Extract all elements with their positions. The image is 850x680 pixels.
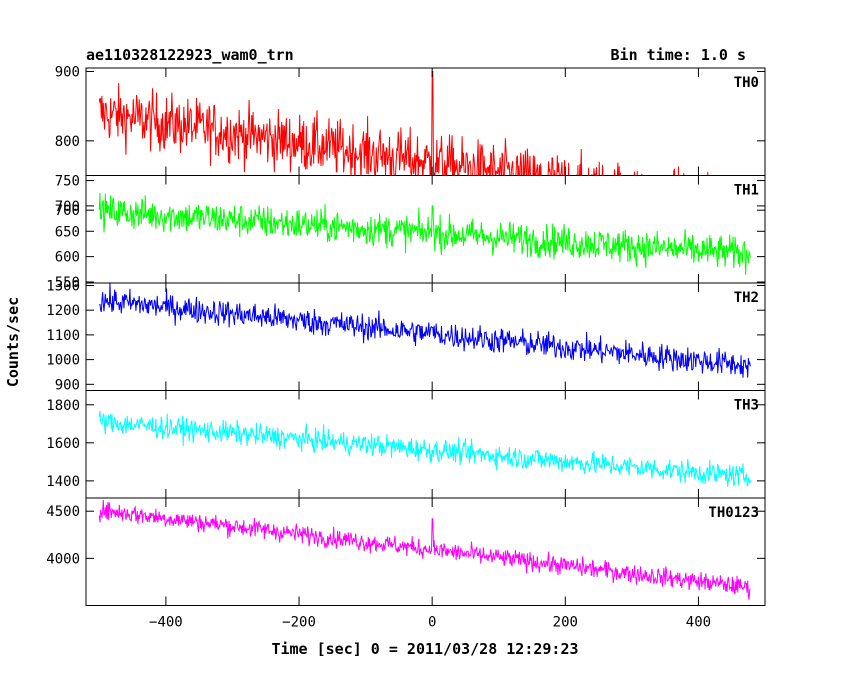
panel-th3: 1400 1600 1800 TH3 (46, 390, 766, 499)
y-tick-label: 4500 (46, 504, 80, 520)
bin-time-label: Bin time: 1.0 s (611, 46, 746, 64)
panel-frame (85, 282, 766, 391)
x-axis-title: Time [sec] 0 = 2011/03/28 12:29:23 (271, 640, 578, 658)
panel-label: TH3 (734, 398, 759, 414)
y-tick-label: 700 (55, 199, 80, 215)
series-line-th3 (98, 410, 751, 487)
panel-frame (85, 175, 766, 284)
y-tick-label: 1100 (46, 328, 80, 344)
series-line-th0 (98, 70, 709, 176)
panel-label: TH0 (734, 75, 759, 91)
panels-group: 700 800 900 TH0 550 600 650 700 750 TH1 900 1000 110… (46, 64, 766, 606)
x-tick-label: −400 (149, 615, 183, 631)
y-tick-label: 650 (55, 224, 80, 240)
y-tick-label: 1000 (46, 353, 80, 369)
x-tick-label: 0 (428, 615, 436, 631)
y-tick-label: 1600 (46, 436, 80, 452)
y-tick-label: 800 (55, 134, 80, 150)
x-tick-label: −200 (282, 615, 316, 631)
y-tick-label: 600 (55, 250, 80, 266)
panel-label: TH2 (734, 290, 759, 306)
series-line-th0123 (98, 500, 751, 600)
y-tick-label: 1200 (46, 303, 80, 319)
panel-th0123: 4000 4500 TH0123 (46, 497, 766, 606)
panel-frame (85, 390, 766, 499)
y-tick-label: 900 (55, 64, 80, 80)
series-line-th1 (98, 193, 751, 275)
y-tick-label: 1300 (46, 278, 80, 294)
panel-frame (85, 497, 766, 606)
y-tick-label: 4000 (46, 551, 80, 567)
y-tick-label: 1800 (46, 398, 80, 414)
y-tick-label: 700 (55, 203, 80, 219)
chart-title: ae110328122923_wam0_trn (86, 46, 294, 64)
panel-th1: 550 600 650 700 750 TH1 (55, 174, 766, 291)
y-tick-label: 900 (55, 377, 80, 393)
panel-label: TH1 (734, 183, 759, 199)
y-axis-title: Counts/sec (4, 297, 22, 387)
y-tick-label: 1400 (46, 474, 80, 490)
y-tick-label: 750 (55, 174, 80, 190)
panel-th2: 900 1000 1100 1200 1300 TH2 (46, 278, 766, 393)
x-tick-label: 200 (553, 615, 578, 631)
panel-label: TH0123 (708, 505, 759, 521)
x-axis: −400 −200 0 200 400 (149, 615, 711, 631)
x-tick-label: 400 (686, 615, 711, 631)
series-line-th2 (99, 283, 751, 378)
panel-th0: 700 800 900 TH0 (55, 64, 766, 219)
y-tick-label: 550 (55, 275, 80, 291)
